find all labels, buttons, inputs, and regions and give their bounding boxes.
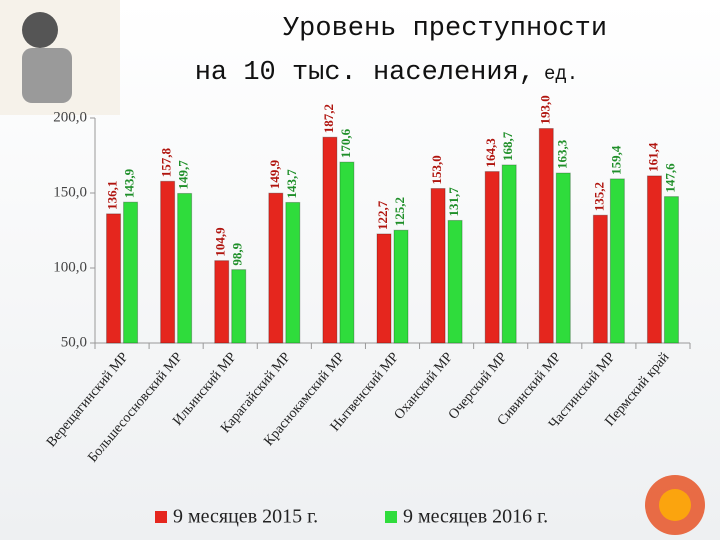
- bar: [106, 213, 122, 344]
- legend-swatch: [155, 511, 167, 523]
- value-label: 135,2: [591, 182, 606, 211]
- value-label: 104,9: [213, 227, 228, 257]
- bar: [177, 192, 193, 344]
- value-label: 125,2: [392, 197, 407, 226]
- illustration-head: [22, 12, 58, 48]
- bar: [231, 269, 247, 344]
- value-label: 163,3: [554, 139, 569, 169]
- bar: [393, 229, 409, 344]
- value-label: 149,7: [176, 160, 191, 190]
- bar: [160, 180, 176, 344]
- value-label: 157,8: [159, 148, 174, 178]
- value-label: 170,6: [338, 128, 353, 158]
- chart-subtitle: на 10 тыс. населения,: [195, 58, 535, 88]
- value-label: 136,1: [105, 181, 120, 210]
- bar: [592, 214, 608, 344]
- bar: [501, 164, 517, 344]
- value-label: 193,0: [537, 95, 552, 124]
- value-label: 168,7: [500, 131, 515, 161]
- bar: [268, 192, 284, 344]
- y-tick-label: 150,0: [53, 184, 87, 200]
- value-label: 131,7: [446, 187, 461, 217]
- decoration: [659, 489, 691, 521]
- bar: [430, 188, 446, 344]
- bar: [447, 219, 463, 344]
- value-label: 161,4: [645, 142, 660, 172]
- legend-swatch: [385, 511, 397, 523]
- value-label: 153,0: [429, 155, 444, 184]
- bar: [123, 201, 139, 344]
- bar: [609, 178, 625, 344]
- bar: [484, 171, 500, 344]
- legend-label: 9 месяцев 2016 г.: [403, 506, 548, 528]
- value-label: 122,7: [375, 200, 390, 230]
- value-label: 143,9: [122, 168, 137, 198]
- y-tick-label: 50,0: [61, 334, 87, 350]
- value-label: 187,2: [321, 104, 336, 133]
- value-label: 159,4: [608, 145, 623, 175]
- bar: [646, 175, 662, 344]
- y-tick-label: 200,0: [53, 109, 87, 125]
- value-label: 164,3: [483, 138, 498, 168]
- bar: [376, 233, 392, 344]
- value-label: 143,7: [284, 169, 299, 199]
- chart-title: Уровень преступности: [283, 14, 607, 44]
- bar: [285, 201, 301, 344]
- bar: [339, 161, 355, 344]
- bar: [214, 260, 230, 344]
- y-tick-label: 100,0: [53, 259, 87, 275]
- value-label: 98,9: [230, 242, 245, 265]
- unit: ед.: [544, 63, 578, 85]
- bar: [538, 128, 554, 344]
- bar: [555, 172, 571, 344]
- illustration-body: [22, 48, 72, 103]
- bar: [663, 196, 679, 344]
- bar: [322, 136, 338, 344]
- value-label: 149,9: [267, 159, 282, 189]
- legend-label: 9 месяцев 2015 г.: [173, 506, 318, 528]
- value-label: 147,6: [662, 163, 677, 193]
